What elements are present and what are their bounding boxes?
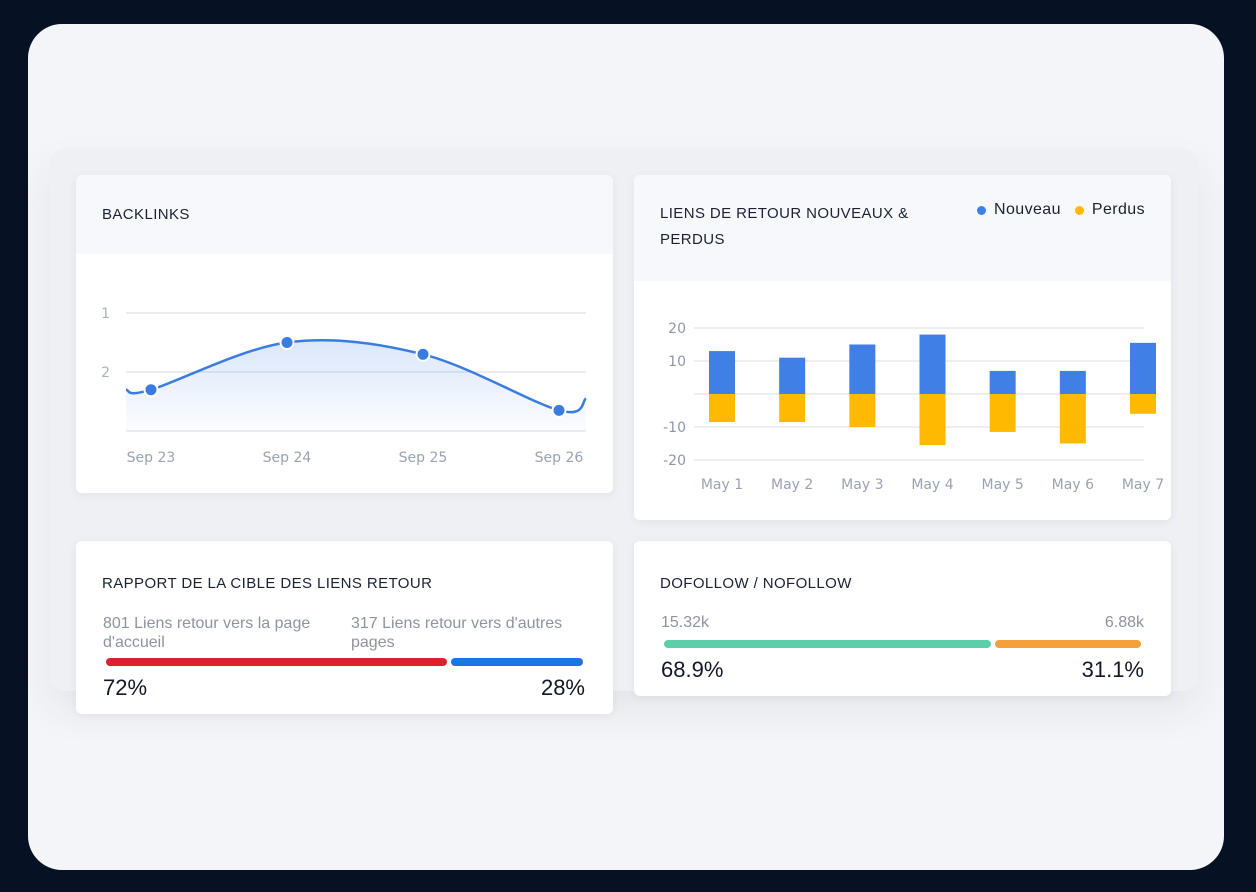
bar-nouveau	[1059, 370, 1086, 394]
dofollow-value: 15.32k	[661, 614, 710, 631]
bar-perdus	[989, 394, 1016, 432]
homepage-share-bar	[106, 658, 448, 666]
homepage-links-label: 801 Liens retour vers la page d'accueil	[103, 615, 311, 651]
x-tick-label: Sep 24	[263, 450, 312, 466]
x-tick-label: May 3	[841, 477, 883, 493]
bar-perdus	[709, 394, 735, 423]
new-lost-links-card: LIENS DE RETOUR NOUVEAUX & PERDUS Nouvea…	[634, 175, 1171, 520]
bar-nouveau	[849, 344, 876, 394]
homepage-percent: 72%	[103, 675, 148, 700]
new-lost-title-line2: PERDUS	[660, 231, 725, 248]
nofollow-percent: 31.1%	[1081, 657, 1144, 682]
dofollow-share-bar	[664, 640, 991, 648]
bar-perdus	[919, 394, 946, 446]
legend-label-perdus: Perdus	[1091, 201, 1145, 218]
x-tick-label: Sep 23	[127, 450, 176, 466]
other-pages-share-bar	[451, 658, 583, 666]
y-tick-label: -20	[663, 453, 686, 469]
line-point	[551, 402, 567, 418]
dofollow-percent: 68.9%	[661, 657, 724, 682]
new-lost-title-line1: LIENS DE RETOUR NOUVEAUX &	[660, 205, 909, 222]
line-point	[415, 346, 431, 362]
other-pages-percent: 28%	[540, 675, 585, 700]
y-tick-label: 20	[668, 321, 686, 337]
x-tick-label: May 2	[771, 477, 813, 493]
legend-dot-nouveau	[977, 205, 987, 215]
bar-perdus	[1130, 394, 1156, 414]
x-tick-label: May 1	[701, 477, 743, 493]
legend-item-perdus[interactable]: Perdus	[1074, 201, 1145, 219]
chart-legend: Nouveau Perdus	[977, 201, 1145, 219]
line-point	[279, 335, 295, 350]
backlinks-title: BACKLINKS	[102, 205, 190, 223]
bar-nouveau	[919, 334, 946, 394]
other-pages-links-label: 317 Liens retour vers d'autres pages	[351, 615, 563, 651]
x-tick-label: May 5	[982, 477, 1024, 493]
line-area-fill	[126, 340, 586, 431]
y-tick-label: 2	[101, 365, 110, 381]
bar-nouveau	[1130, 342, 1156, 394]
dofollow-title: DOFOLLOW / NOFOLLOW	[660, 575, 852, 592]
target-ratio-title: RAPPORT DE LA CIBLE DES LIENS RETOUR	[102, 575, 433, 592]
app-frame: BACKLINKS 1 2 Sep 23 Sep 24 Sep 25 Sep 26 LIE…	[28, 24, 1224, 870]
y-tick-label: -10	[663, 420, 686, 436]
x-tick-label: May 4	[911, 477, 953, 493]
legend-dot-perdus	[1074, 205, 1084, 215]
y-tick-label: 10	[668, 354, 686, 370]
y-tick-label: 1	[101, 306, 110, 322]
bar-perdus	[1059, 394, 1086, 444]
backlinks-card: BACKLINKS 1 2 Sep 23 Sep 24 Sep 25 Sep 26	[76, 175, 613, 493]
legend-item-nouveau[interactable]: Nouveau	[977, 201, 1061, 219]
x-tick-label: May 6	[1052, 477, 1094, 493]
line-point	[143, 382, 159, 398]
backlinks-chart: 1 2 Sep 23 Sep 24 Sep 25 Sep 26	[101, 306, 587, 466]
legend-label-nouveau: Nouveau	[994, 201, 1061, 218]
nofollow-value: 6.88k	[1104, 614, 1144, 631]
bar-perdus	[779, 394, 806, 423]
bar-nouveau	[709, 351, 735, 394]
bar-nouveau	[989, 370, 1016, 394]
bar-nouveau	[779, 357, 806, 394]
new-lost-chart: 20 10 -10 -20 May 1 May 2 May 3 May 4 May 5 May 6…	[663, 321, 1164, 493]
x-tick-label: Sep 26	[535, 450, 584, 466]
bar-perdus	[849, 394, 876, 427]
dofollow-card: DOFOLLOW / NOFOLLOW 15.32k 6.88k 68.9% 3…	[634, 541, 1171, 696]
target-ratio-card: RAPPORT DE LA CIBLE DES LIENS RETOUR 801…	[76, 541, 613, 714]
x-tick-label: May 7	[1122, 477, 1164, 493]
x-tick-label: Sep 25	[399, 450, 448, 466]
nofollow-share-bar	[994, 640, 1141, 648]
